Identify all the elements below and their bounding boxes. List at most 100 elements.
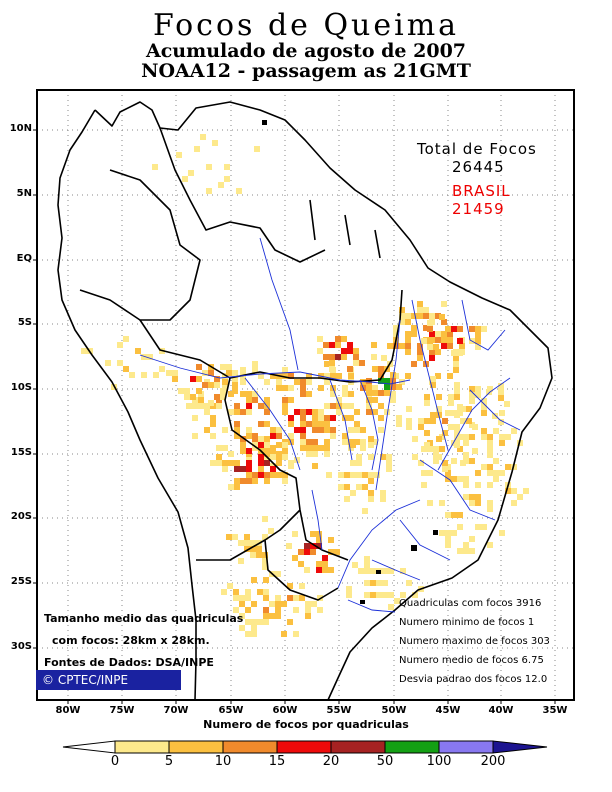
- fire-cell: [252, 478, 258, 484]
- fire-cell: [390, 391, 396, 397]
- fire-cell: [347, 366, 353, 372]
- fire-cell: [326, 472, 332, 478]
- fire-cell: [424, 430, 430, 436]
- lon-tick-label: 65W: [218, 705, 244, 716]
- fire-cell: [475, 392, 481, 398]
- lat-tick-label: 5N: [16, 188, 32, 199]
- fire-cell: [117, 360, 123, 366]
- fire-cell: [293, 607, 299, 613]
- fire-cell: [258, 472, 264, 478]
- colombia-border: [79, 169, 201, 321]
- lon-tick-label: 75W: [109, 705, 135, 716]
- fire-cell: [381, 355, 387, 361]
- fire-cell: [276, 433, 282, 439]
- fire-cell: [152, 164, 158, 170]
- lat-tick-label: 10S: [10, 382, 32, 393]
- fire-cell: [220, 388, 226, 394]
- fire-cell: [463, 494, 469, 500]
- fire-cell: [475, 332, 481, 338]
- fire-cell: [282, 397, 288, 403]
- fire-cell: [418, 418, 424, 424]
- fire-cell: [329, 342, 335, 348]
- fire-cell: [288, 373, 294, 379]
- fire-cell: [439, 314, 445, 320]
- fire-cell: [240, 436, 246, 442]
- legend-label: 15: [268, 754, 286, 769]
- fire-cell: [135, 348, 141, 354]
- fire-cell: [123, 366, 129, 372]
- fire-cell: [246, 478, 252, 484]
- fire-cell: [374, 472, 380, 478]
- fire-cell: [336, 403, 342, 409]
- fire-cell: [234, 409, 240, 415]
- fire-cell: [427, 470, 433, 476]
- river-tocantins: [411, 299, 449, 451]
- fire-cell: [218, 182, 224, 188]
- fire-cell: [430, 418, 436, 424]
- fire-cell: [328, 549, 334, 555]
- fire-cell: [318, 421, 324, 427]
- cptec-logo-badge: © CPTEC/INPE: [36, 670, 181, 690]
- fire-cell: [286, 543, 292, 549]
- fire-cell: [299, 583, 305, 589]
- fire-cell: [328, 537, 334, 543]
- fire-cell: [306, 445, 312, 451]
- fire-cell: [323, 342, 329, 348]
- fire-cell: [216, 403, 222, 409]
- pacific-coast: [57, 109, 197, 701]
- legend-swatch: [384, 740, 440, 754]
- fire-cell: [275, 601, 281, 607]
- fire-cell: [288, 415, 294, 421]
- fire-cell: [282, 385, 288, 391]
- fire-cell: [412, 592, 418, 598]
- fire-cell: [316, 561, 322, 567]
- fire-cell: [182, 176, 188, 182]
- fire-cell: [228, 409, 234, 415]
- fire-cell: [454, 430, 460, 436]
- fire-cell: [324, 427, 330, 433]
- fire-cell: [300, 379, 306, 385]
- fire-cell: [435, 337, 441, 343]
- fire-cell: [269, 601, 275, 607]
- lon-tick-label: 60W: [272, 705, 298, 716]
- fire-cell: [226, 364, 232, 370]
- fire-cell: [463, 452, 469, 458]
- fire-cell: [417, 355, 423, 361]
- fire-cell: [222, 373, 228, 379]
- fire-cell: [492, 413, 498, 419]
- fire-cell: [282, 478, 288, 484]
- fire-cell: [427, 446, 433, 452]
- argentina-border: [196, 539, 266, 561]
- fire-cell: [238, 540, 244, 546]
- data-source-note: Fontes de Dados: DSA/INPE: [44, 656, 214, 669]
- fire-cell: [350, 442, 356, 448]
- fire-cell: [246, 403, 252, 409]
- fire-cell: [511, 500, 517, 506]
- fire-cell: [251, 631, 257, 637]
- fire-cell: [436, 406, 442, 412]
- fire-cell: [344, 496, 350, 502]
- fire-cell: [499, 440, 505, 446]
- fire-cell: [445, 470, 451, 476]
- state-borders-ne: [399, 299, 521, 561]
- fire-cell: [312, 451, 318, 457]
- fire-cell: [256, 546, 262, 552]
- map-satellite-line: NOAA12 - passagem as 21GMT: [141, 60, 471, 82]
- fire-cell: [378, 415, 384, 421]
- fire-cell: [246, 433, 252, 439]
- fire-cell: [451, 512, 457, 518]
- fire-cell: [300, 415, 306, 421]
- fire-cell: [222, 460, 228, 466]
- fire-cell: [335, 336, 341, 342]
- legend-swatch: [330, 740, 386, 754]
- fire-cell: [216, 445, 222, 451]
- fire-cell: [469, 326, 475, 332]
- fire-cell: [298, 561, 304, 567]
- fire-cell: [417, 343, 423, 349]
- fire-cell: [487, 434, 493, 440]
- fire-cell: [276, 427, 282, 433]
- fire-cell: [264, 409, 270, 415]
- legend-swatch: [222, 740, 278, 754]
- fire-cell: [330, 403, 336, 409]
- fire-cell: [405, 373, 411, 379]
